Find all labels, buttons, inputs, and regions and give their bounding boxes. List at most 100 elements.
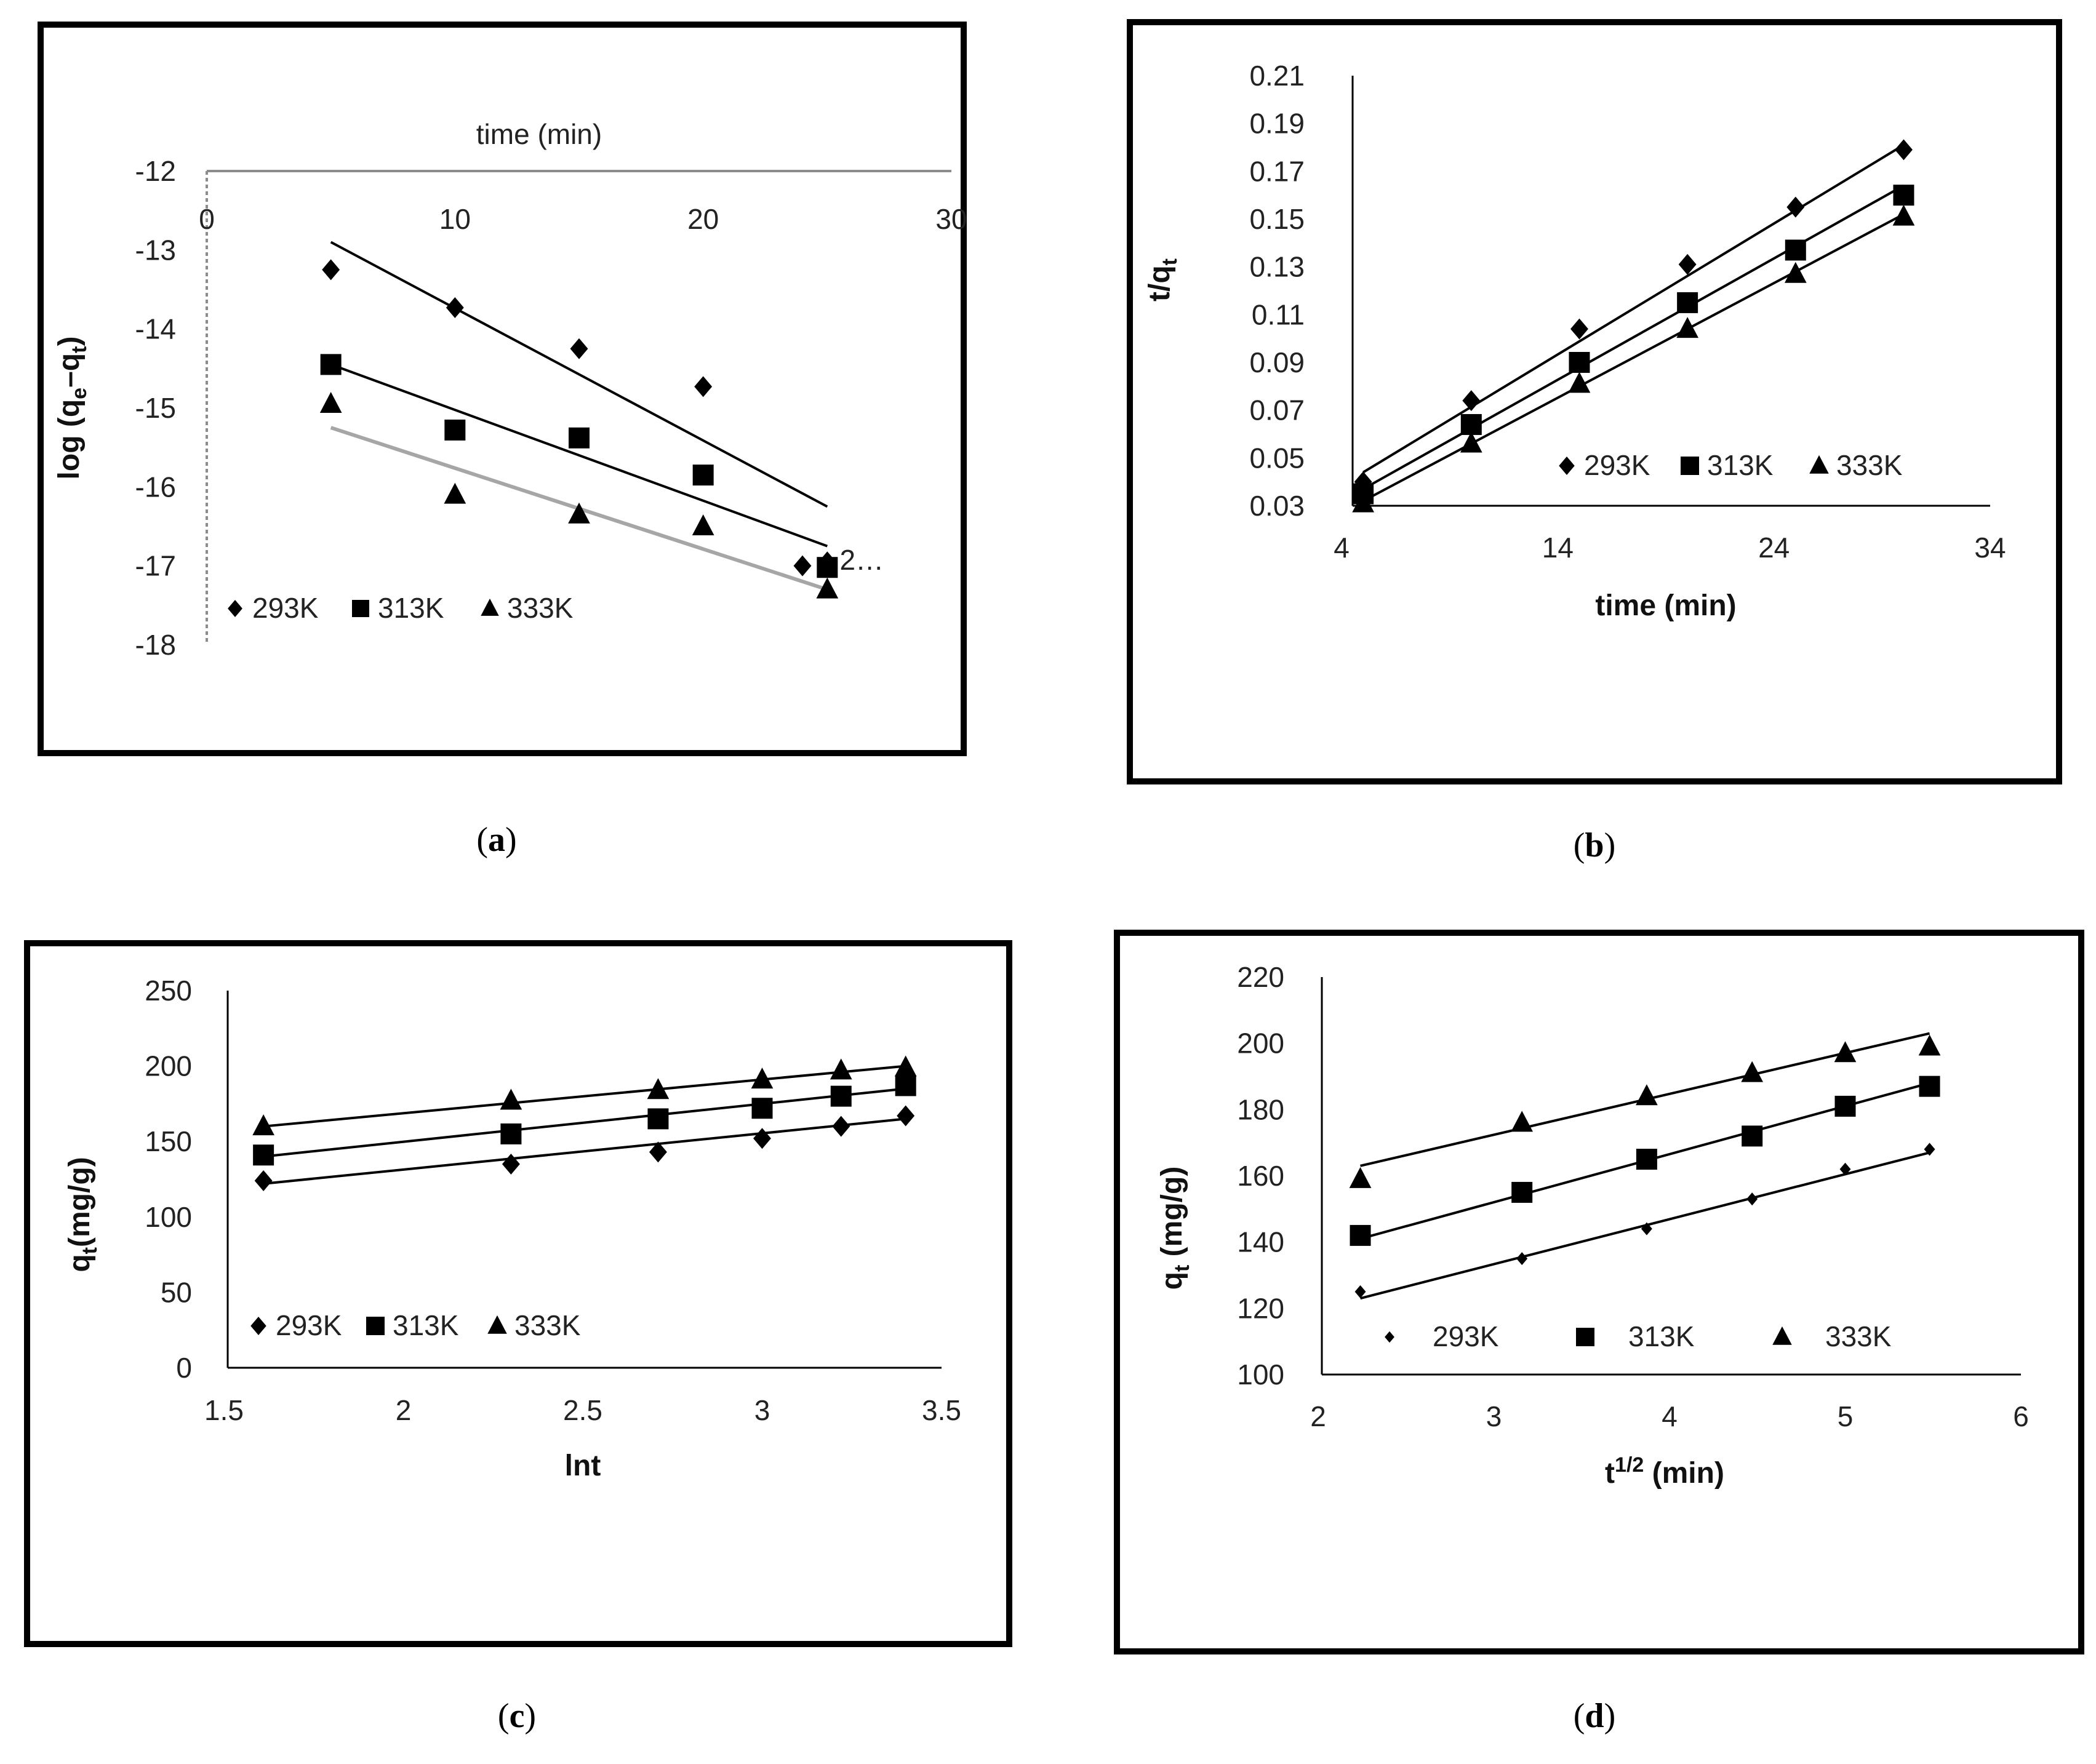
data-point-313K [895,1075,916,1096]
overflow-label: 2… [840,544,884,576]
x-axis-title-main: t [1605,1457,1615,1490]
data-point-313K [569,427,590,449]
data-point-293K [1641,1222,1652,1235]
data-point-313K [647,1108,669,1130]
x-tick-label: 2 [396,1394,412,1426]
x-tick-label: 24 [1758,532,1790,564]
data-point-293K [753,1128,771,1149]
legend-label-293K: 293K [252,592,319,624]
legend-marker-333K [1809,455,1829,474]
data-point-293K [1570,318,1588,340]
legend-marker-313K [1681,457,1699,475]
y-axis-title-part: log (q [53,399,86,480]
data-point-293K [897,1105,915,1127]
data-point-293K [649,1141,667,1163]
y-tick-label: -12 [135,155,176,187]
data-point-293K [322,259,340,281]
y-tick-label: 0.13 [1249,251,1305,283]
caption-letter: a [488,821,505,859]
y-tick-label: -16 [135,471,176,503]
y-tick-label: 0.19 [1249,108,1305,140]
legend-marker-313K [366,1317,385,1335]
data-point-313K [1677,292,1698,313]
data-point-333K [647,1078,670,1100]
fit-line-293K [1362,143,1905,474]
caption-open: ( [1574,1697,1585,1735]
data-point-313K [751,1098,773,1119]
legend-marker-333K [481,598,499,616]
x-tick-label: 34 [1974,532,2006,564]
y-tick-label: 100 [145,1201,192,1233]
caption-close: ) [505,821,517,859]
y-axis-title-part: (mg/g) [63,1157,96,1247]
y-tick-label: 180 [1237,1093,1284,1125]
panel-frame [38,22,967,756]
data-point-293K [1786,196,1805,218]
data-point-293K [502,1153,520,1175]
data-point-333K [894,1055,917,1077]
data-point-333K [1352,491,1374,513]
x-tick-label: 2 [1310,1400,1326,1432]
legend-label-333K: 333K [1825,1320,1892,1352]
caption-close: ) [524,1697,536,1735]
x-tick-label: 20 [687,203,719,235]
y-axis-title-part: t [1170,1265,1194,1272]
panel-caption: (b) [1574,826,1615,864]
x-tick-label: 3.5 [922,1394,961,1426]
legend-label-333K: 333K [514,1309,581,1341]
data-point-333K [1676,317,1698,338]
y-tick-label: -15 [135,392,176,424]
data-point-293K [793,555,812,577]
data-point-333K [1741,1061,1764,1082]
data-point-313K [1636,1149,1657,1170]
data-point-313K [1511,1181,1533,1203]
x-axis-title-sup: 1/2 [1615,1453,1644,1477]
y-axis-title-part: t [68,346,91,353]
data-point-333K [816,577,839,599]
legend-label-293K: 293K [276,1309,342,1341]
x-tick-label: 3 [1486,1400,1502,1432]
caption-open: ( [498,1697,510,1735]
data-point-293K [570,338,588,359]
y-axis-title: qt(mg/g) [63,1157,102,1272]
y-tick-label: -18 [135,629,176,661]
y-tick-label: 0.05 [1249,442,1305,474]
panel-frame [1127,19,2062,784]
legend-marker-313K [1576,1328,1594,1346]
data-point-293K [694,376,713,397]
data-point-313K [1834,1095,1856,1117]
caption-open: ( [476,821,488,859]
y-tick-label: 140 [1237,1226,1284,1258]
y-axis-title-part: t [78,1247,102,1254]
panel-caption: (c) [498,1697,536,1735]
y-tick-label: 220 [1237,961,1284,993]
legend-label-293K: 293K [1584,449,1650,481]
data-point-333K [1892,204,1915,226]
y-tick-label: 200 [145,1050,192,1082]
data-point-313K [1460,413,1482,435]
legend-marker-293K [250,1317,266,1335]
y-axis-title-part: t [1158,258,1182,265]
data-point-313K [444,419,466,441]
data-point-313K [830,1085,852,1107]
x-tick-label: 5 [1838,1400,1854,1432]
y-axis-title-part: (mg/g) [1156,1167,1188,1265]
y-tick-label: 0.11 [1252,298,1305,330]
data-point-293K [1678,253,1697,275]
y-axis-title: log (qe–qt) [53,337,91,480]
fit-line-293K [263,1117,906,1185]
data-point-333K [1918,1034,1941,1056]
fit-line-333K [263,1064,906,1128]
data-point-293K [1354,1285,1366,1298]
data-point-293K [1516,1252,1528,1266]
x-tick-label: 2.5 [563,1394,602,1426]
x-tick-label: 3 [754,1394,770,1426]
y-tick-label: 100 [1237,1359,1284,1391]
panel-caption: (d) [1574,1697,1615,1735]
y-tick-label: 200 [1237,1028,1284,1060]
panel-c: 1.5 2 2.5 3 3.5 250 200 150 100 50 0 lnt qt(mg/g) 293… [24,940,1012,1735]
y-tick-label: 0.03 [1249,490,1305,522]
x-tick-label: 6 [2013,1400,2029,1432]
data-point-313K [692,465,714,486]
